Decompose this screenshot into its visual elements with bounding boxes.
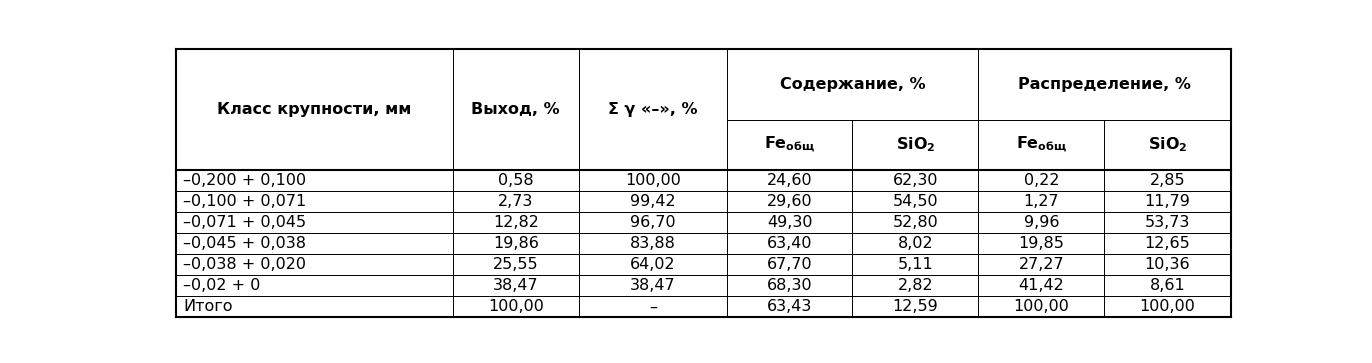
Text: Fe$_{\mathregular{общ}}$: Fe$_{\mathregular{общ}}$ xyxy=(764,135,815,155)
Text: 67,70: 67,70 xyxy=(767,257,812,272)
Text: 62,30: 62,30 xyxy=(893,173,938,188)
Text: 100,00: 100,00 xyxy=(1140,299,1195,314)
Text: 99,42: 99,42 xyxy=(630,194,676,209)
Text: 63,40: 63,40 xyxy=(767,236,812,251)
Text: 24,60: 24,60 xyxy=(767,173,812,188)
Text: –0,200 + 0,100: –0,200 + 0,100 xyxy=(184,173,306,188)
Text: –0,045 + 0,038: –0,045 + 0,038 xyxy=(184,236,306,251)
Text: 38,47: 38,47 xyxy=(493,278,539,293)
Text: Fe$_{\mathregular{общ}}$: Fe$_{\mathregular{общ}}$ xyxy=(1015,135,1067,155)
Text: 11,79: 11,79 xyxy=(1144,194,1191,209)
Text: 100,00: 100,00 xyxy=(1014,299,1069,314)
Text: 29,60: 29,60 xyxy=(767,194,812,209)
Text: SiO$_{\mathregular{2}}$: SiO$_{\mathregular{2}}$ xyxy=(1148,136,1187,154)
Text: 49,30: 49,30 xyxy=(767,215,812,230)
Text: Класс крупности, мм: Класс крупности, мм xyxy=(217,102,412,117)
Text: –0,02 + 0: –0,02 + 0 xyxy=(184,278,261,293)
Text: Распределение, %: Распределение, % xyxy=(1018,77,1191,92)
Text: 12,59: 12,59 xyxy=(892,299,938,314)
Text: 25,55: 25,55 xyxy=(493,257,539,272)
Text: Выход, %: Выход, % xyxy=(472,102,560,117)
Text: 38,47: 38,47 xyxy=(630,278,676,293)
Text: Итого: Итого xyxy=(184,299,233,314)
Text: –0,071 + 0,045: –0,071 + 0,045 xyxy=(184,215,306,230)
Text: 68,30: 68,30 xyxy=(767,278,812,293)
Text: 100,00: 100,00 xyxy=(626,173,681,188)
Text: 0,58: 0,58 xyxy=(498,173,534,188)
Text: 12,82: 12,82 xyxy=(493,215,539,230)
Text: 54,50: 54,50 xyxy=(892,194,938,209)
Text: 2,82: 2,82 xyxy=(897,278,933,293)
Text: 64,02: 64,02 xyxy=(630,257,676,272)
Text: –0,038 + 0,020: –0,038 + 0,020 xyxy=(184,257,306,272)
Text: 8,02: 8,02 xyxy=(897,236,933,251)
Text: 12,65: 12,65 xyxy=(1144,236,1191,251)
Text: –0,100 + 0,071: –0,100 + 0,071 xyxy=(184,194,306,209)
Text: 41,42: 41,42 xyxy=(1018,278,1065,293)
Text: 19,86: 19,86 xyxy=(493,236,539,251)
Text: 1,27: 1,27 xyxy=(1024,194,1059,209)
Text: Σ γ «–», %: Σ γ «–», % xyxy=(608,102,698,117)
Text: 27,27: 27,27 xyxy=(1018,257,1065,272)
Text: 63,43: 63,43 xyxy=(767,299,812,314)
Text: 0,22: 0,22 xyxy=(1024,173,1059,188)
Text: 2,85: 2,85 xyxy=(1150,173,1185,188)
Text: 10,36: 10,36 xyxy=(1144,257,1191,272)
Text: 100,00: 100,00 xyxy=(488,299,543,314)
Text: Содержание, %: Содержание, % xyxy=(781,77,926,92)
Text: SiO$_{\mathregular{2}}$: SiO$_{\mathregular{2}}$ xyxy=(896,136,936,154)
Text: 52,80: 52,80 xyxy=(892,215,938,230)
Text: 8,61: 8,61 xyxy=(1150,278,1185,293)
Text: 19,85: 19,85 xyxy=(1018,236,1065,251)
Text: 5,11: 5,11 xyxy=(897,257,933,272)
Text: 2,73: 2,73 xyxy=(498,194,534,209)
Text: 96,70: 96,70 xyxy=(630,215,676,230)
Text: 9,96: 9,96 xyxy=(1024,215,1059,230)
Text: 83,88: 83,88 xyxy=(630,236,676,251)
Text: 53,73: 53,73 xyxy=(1144,215,1190,230)
Text: –: – xyxy=(649,299,657,314)
